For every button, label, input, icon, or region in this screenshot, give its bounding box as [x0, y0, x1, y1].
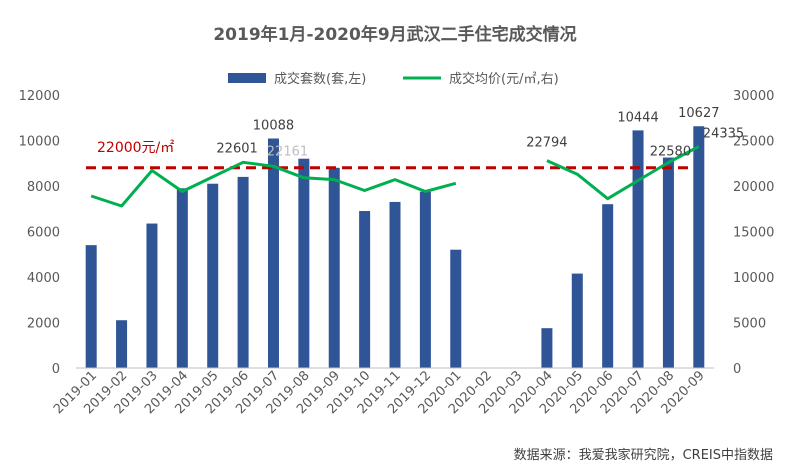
y-right-tick-label: 15000: [733, 226, 774, 241]
bar-data-label: 10627: [678, 106, 719, 121]
bar: [237, 176, 249, 368]
line-data-label: 22580: [650, 145, 691, 160]
bar: [571, 273, 583, 368]
bar: [176, 188, 188, 368]
line-segment: [546, 145, 700, 201]
reference-line-group: 22000元/㎡: [86, 140, 690, 170]
line-data-label: 24335: [703, 127, 744, 142]
y-axis-left: 0 2000 4000 6000 8000 10000 12000: [19, 89, 60, 377]
y-left-tick-label: 0: [52, 362, 60, 377]
bar: [207, 183, 219, 368]
legend: 成交套数(套,左) 成交均价(元/㎡,右): [228, 71, 559, 87]
y-right-tick-label: 30000: [733, 89, 774, 104]
bar: [298, 158, 310, 368]
bar-data-label: 10088: [253, 118, 294, 133]
y-left-tick-label: 4000: [27, 271, 60, 286]
bar: [267, 138, 279, 368]
legend-bar-label: 成交套数(套,左): [274, 71, 366, 87]
line-data-label: 22601: [216, 141, 257, 156]
y-left-tick-label: 8000: [27, 180, 60, 195]
y-axis-right: 0 5000 10000 15000 20000 25000 30000: [733, 89, 774, 377]
bar-series: [85, 126, 705, 368]
y-right-tick-label: 20000: [733, 180, 774, 195]
y-left-tick-label: 6000: [27, 226, 60, 241]
line-data-label: 22794: [526, 136, 567, 151]
y-left-tick-label: 10000: [19, 135, 60, 150]
bar: [116, 320, 128, 368]
bar: [602, 204, 614, 368]
y-right-tick-label: 5000: [733, 317, 766, 332]
chart-title: 2019年1月-2020年9月武汉二手住宅成交情况: [213, 24, 576, 45]
line-data-label: 22161: [267, 144, 308, 159]
reference-line-label: 22000元/㎡: [97, 140, 174, 156]
bar-data-label: 10444: [617, 110, 658, 125]
line-series: [90, 145, 700, 208]
bar: [693, 126, 705, 368]
bar: [359, 211, 371, 368]
bar: [541, 328, 553, 368]
y-left-tick-label: 2000: [27, 317, 60, 332]
bar: [662, 157, 674, 368]
legend-line-label: 成交均价(元/㎡,右): [449, 71, 559, 87]
data-labels: 10088 10444 10627 22601 22161 22794 22580 24335: [216, 106, 744, 159]
y-right-tick-label: 25000: [733, 135, 774, 150]
source-note: 数据来源：我爱我家研究院，CREIS中指数据: [514, 447, 773, 463]
y-left-tick-label: 12000: [19, 89, 60, 104]
bar: [146, 223, 158, 368]
legend-bar-swatch: [228, 73, 266, 83]
line-segment: [90, 160, 457, 208]
bar: [450, 249, 462, 368]
bar: [85, 245, 97, 368]
bar: [632, 130, 644, 368]
bar: [328, 167, 340, 368]
y-right-tick-label: 0: [733, 362, 741, 377]
x-axis: 2019-012019-022019-032019-042019-052019-…: [51, 368, 708, 417]
y-right-tick-label: 10000: [733, 271, 774, 286]
bar: [419, 191, 431, 368]
bar: [389, 201, 401, 368]
